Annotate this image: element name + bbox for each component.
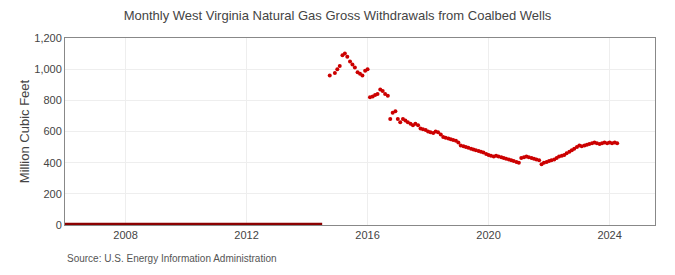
svg-text:2008: 2008 [113,229,137,241]
svg-text:2012: 2012 [234,229,258,241]
svg-text:200: 200 [43,188,61,200]
svg-text:Source: U.S. Energy Informatio: Source: U.S. Energy Information Administ… [67,253,277,264]
svg-text:1,000: 1,000 [34,63,62,75]
svg-text:2024: 2024 [597,229,621,241]
svg-text:2020: 2020 [476,229,500,241]
svg-text:2016: 2016 [355,229,379,241]
svg-text:0: 0 [56,219,62,231]
svg-text:1,200: 1,200 [34,32,62,44]
svg-text:Monthly West Virginia Natural: Monthly West Virginia Natural Gas Gross … [124,8,552,23]
svg-text:800: 800 [43,94,61,106]
svg-text:Million Cubic Feet: Million Cubic Feet [17,79,32,183]
svg-text:400: 400 [43,157,61,169]
svg-text:600: 600 [43,125,61,137]
